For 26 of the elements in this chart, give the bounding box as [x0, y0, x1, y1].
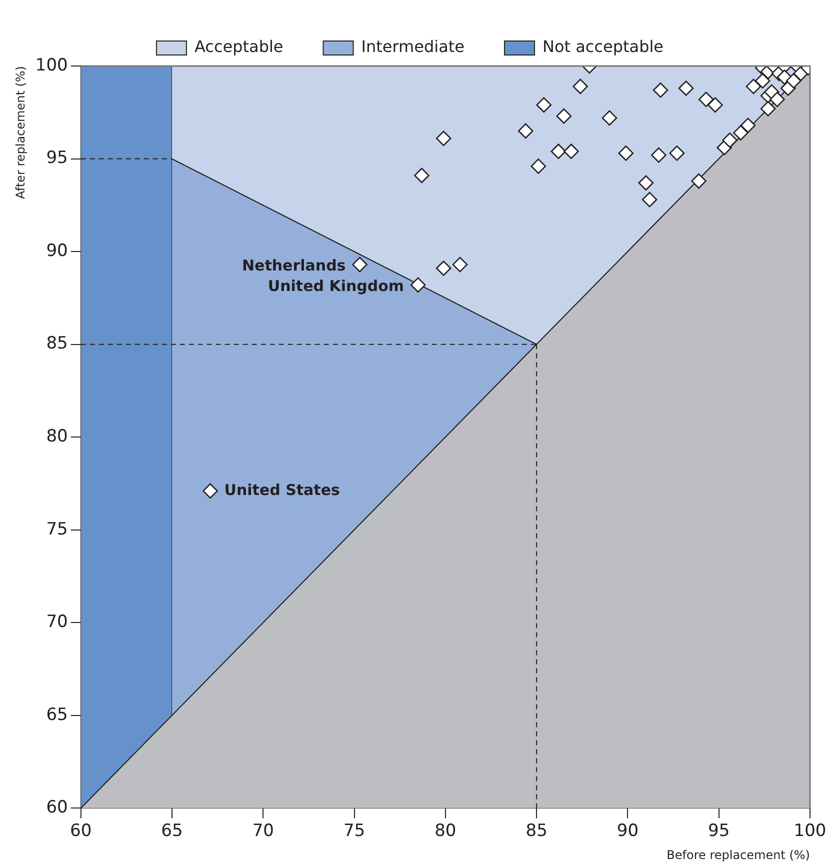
y-tick-label: 100	[35, 55, 68, 76]
x-tick-label: 70	[252, 820, 274, 841]
legend-label: Intermediate	[361, 37, 464, 56]
x-tick-label: 95	[708, 820, 730, 841]
y-tick-label: 60	[46, 798, 68, 818]
y-tick-label: 90	[46, 240, 68, 261]
legend-label: Acceptable	[194, 37, 284, 56]
y-tick-label: 95	[46, 148, 68, 168]
y-axis-title: After replacement (%)	[13, 66, 28, 199]
legend-label: Not acceptable	[542, 37, 664, 56]
x-tick-label: 100	[794, 820, 826, 841]
x-axis-title: Before replacement (%)	[666, 848, 810, 862]
x-tick-label: 75	[343, 820, 366, 841]
y-tick-label: 75	[46, 519, 68, 540]
x-tick-label: 90	[616, 820, 639, 841]
x-tick-label: 60	[70, 820, 92, 841]
x-tick-label: 65	[161, 820, 183, 841]
annotation: United Kingdom	[268, 276, 404, 295]
y-tick-label: 85	[46, 334, 68, 354]
y-tick-label: 70	[46, 612, 68, 632]
x-tick-label: 85	[526, 820, 548, 841]
x-tick-label: 80	[434, 820, 456, 841]
y-tick-label: 80	[46, 426, 68, 447]
annotation: United States	[224, 480, 340, 499]
y-tick-label: 65	[46, 704, 68, 725]
annotation: Netherlands	[242, 256, 346, 274]
